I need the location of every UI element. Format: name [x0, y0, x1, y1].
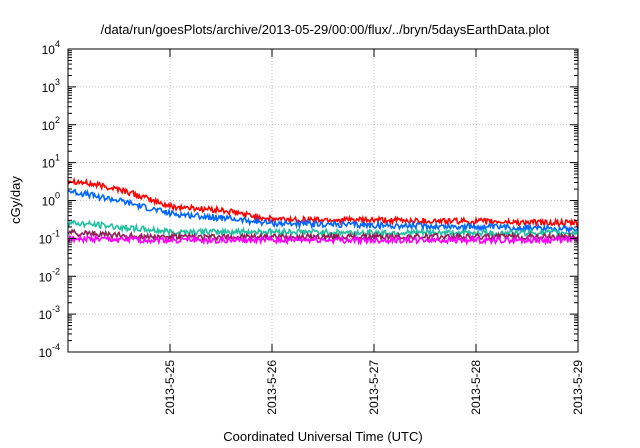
- y-tick-label: 10-2: [39, 266, 60, 284]
- y-tick-label: 102: [42, 115, 60, 133]
- y-tick-label: 10-1: [39, 228, 60, 246]
- x-tick-label: 2013-5-26: [265, 360, 279, 415]
- y-axis-label: cGy/day: [8, 176, 23, 224]
- y-tick-label: 100: [42, 191, 60, 209]
- series-line: [67, 219, 579, 239]
- y-tick-label: 10-4: [39, 342, 60, 360]
- x-tick-label: 2013-5-27: [367, 360, 381, 415]
- x-tick-label: 2013-5-25: [163, 360, 177, 415]
- grid-lines: [68, 49, 578, 352]
- y-tick-label: 104: [42, 39, 60, 57]
- x-tick-label: 2013-5-29: [571, 360, 585, 415]
- series-line: [67, 233, 579, 247]
- y-tick-label: 103: [42, 77, 60, 95]
- y-tick-label: 10-3: [39, 304, 60, 322]
- x-tick-label: 2013-5-28: [469, 360, 483, 415]
- y-axis-ticks: 10-4 10-3 10-2 10-1 100 101 102 103 104: [39, 39, 578, 360]
- series-line: [67, 176, 579, 229]
- x-axis-label: Coordinated Universal Time (UTC): [223, 429, 422, 444]
- y-tick-label: 101: [42, 153, 60, 171]
- series-line: [67, 188, 579, 235]
- data-series: [67, 176, 579, 247]
- chart-title: /data/run/goesPlots/archive/2013-05-29/0…: [101, 22, 550, 37]
- x-axis-ticks: 2013-5-25 2013-5-26 2013-5-27 2013-5-28 2013…: [163, 49, 585, 415]
